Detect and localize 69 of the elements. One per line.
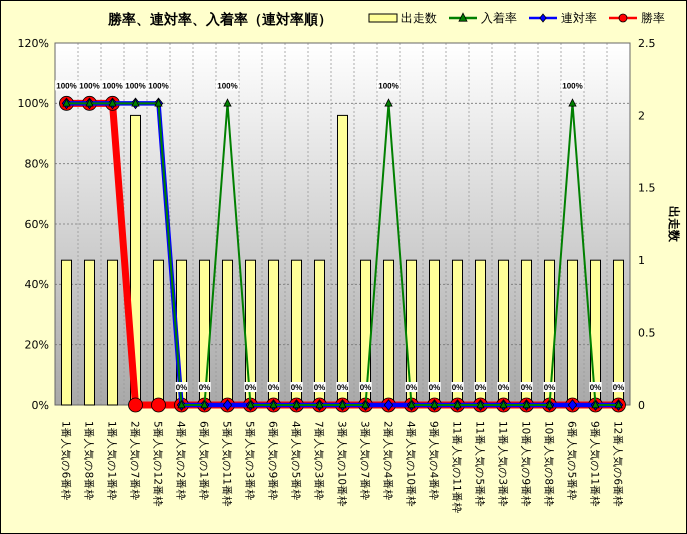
chart-title: 勝率、連対率、入着率（連対率順） [107, 11, 332, 28]
y2-tick-label: 0 [638, 398, 645, 412]
data-label: 100% [56, 81, 77, 90]
y-tick-label: 20% [24, 338, 49, 352]
y-tick-label: 0% [32, 398, 49, 412]
y2-tick-label: 1.5 [638, 182, 656, 195]
y-tick-label: 80% [24, 158, 49, 171]
data-label: 0% [612, 383, 624, 392]
data-label: 0% [268, 383, 280, 392]
x-tick-label: 9番人気の11番枠 [588, 421, 602, 508]
y2-tick-label: 1 [638, 254, 645, 268]
data-label: 0% [314, 383, 326, 392]
legend-label: 出走数 [401, 11, 437, 26]
legend-label: 連対率 [561, 11, 597, 26]
y-tick-label: 40% [24, 278, 49, 292]
x-tick-label: 6番人気の1番枠 [198, 421, 210, 500]
x-tick-label: 9番人気の4番枠 [428, 421, 440, 500]
data-label: 100% [378, 81, 399, 90]
data-label: 0% [428, 383, 440, 392]
x-tick-label: 10番人気の9番枠 [520, 421, 532, 508]
x-tick-label: 5番人気の3番枠 [244, 421, 256, 500]
data-label: 0% [520, 383, 532, 392]
data-label: 0% [176, 383, 188, 392]
x-tick-label: 1番人気の6番枠 [60, 421, 72, 500]
data-label: 0% [498, 383, 510, 392]
x-tick-label: 2番人気の7番枠 [128, 421, 142, 500]
data-label: 0% [544, 383, 556, 392]
data-label: 100% [562, 81, 583, 90]
data-label: 0% [406, 383, 418, 392]
x-tick-label: 1番人気の8番枠 [82, 421, 96, 500]
y-tick-label: 60% [24, 218, 49, 231]
x-tick-label: 5番人気の11番枠 [220, 421, 234, 508]
x-tick-label: 10番人気の8番枠 [542, 421, 556, 508]
x-tick-label: 11番人気の11番枠 [450, 421, 464, 514]
data-label: 100% [102, 81, 123, 90]
y2-axis-title: 出走数 [667, 206, 681, 243]
y-tick-label: 100% [18, 97, 49, 110]
x-tick-label: 4番人気の2番枠 [174, 421, 188, 500]
x-tick-label: 2番人気の4番枠 [382, 421, 394, 500]
x-tick-label: 4番人気の10番枠 [404, 421, 418, 508]
y2-tick-label: 0.5 [638, 326, 656, 340]
data-label: 0% [590, 383, 602, 392]
x-tick-label: 11番人気の3番枠 [496, 421, 510, 508]
data-label: 0% [336, 383, 348, 392]
x-tick-label: 12番人気の6番枠 [612, 421, 624, 508]
y2-tick-label: 2 [638, 109, 645, 122]
data-label: 0% [452, 383, 464, 392]
data-label: 100% [148, 81, 169, 90]
legend-label: 入着率 [481, 11, 517, 26]
x-tick-label: 7番人気の3番枠 [312, 421, 326, 500]
x-tick-label: 6番人気の5番枠 [566, 421, 578, 500]
data-label: 0% [290, 383, 302, 392]
data-label: 0% [474, 383, 486, 392]
x-tick-label: 4番人気の5番枠 [290, 421, 302, 500]
y-tick-label: 120% [18, 36, 49, 50]
data-label: 0% [198, 383, 210, 392]
data-label: 0% [360, 383, 372, 392]
x-tick-label: 3番人気の10番枠 [336, 421, 348, 508]
data-label: 100% [79, 81, 100, 90]
x-tick-label: 5番人気の12番枠 [152, 421, 164, 508]
data-label: 100% [125, 81, 146, 90]
x-tick-label: 6番人気の9番枠 [266, 421, 280, 500]
x-tick-label: 11番人気の5番枠 [474, 421, 486, 508]
data-label: 0% [244, 383, 256, 392]
x-tick-label: 1番人気の1番枠 [106, 421, 118, 500]
data-label: 100% [217, 81, 238, 90]
y2-tick-label: 2.5 [638, 36, 656, 50]
x-tick-label: 3番人気の7番枠 [358, 421, 372, 500]
legend-label: 勝率 [641, 11, 665, 26]
